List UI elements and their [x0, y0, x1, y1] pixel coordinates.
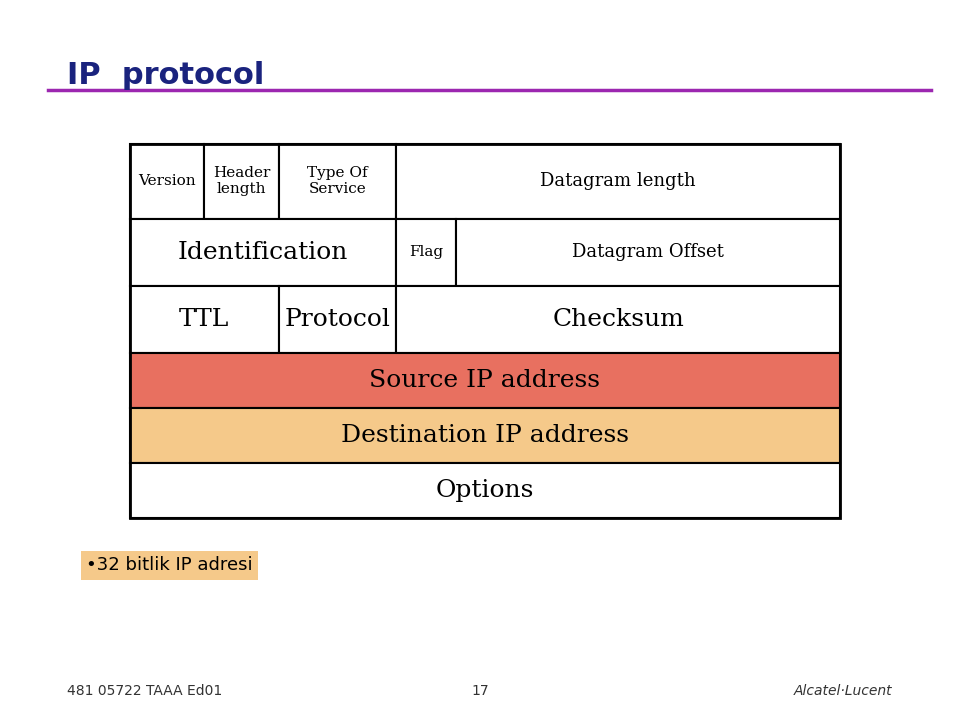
Text: 481 05722 TAAA Ed01: 481 05722 TAAA Ed01 — [67, 685, 223, 698]
FancyBboxPatch shape — [130, 286, 278, 354]
FancyBboxPatch shape — [456, 219, 840, 286]
FancyBboxPatch shape — [278, 286, 396, 354]
Text: Datagram Offset: Datagram Offset — [572, 243, 724, 261]
Text: Protocol: Protocol — [284, 308, 391, 331]
Text: Flag: Flag — [409, 246, 444, 259]
Text: Destination IP address: Destination IP address — [341, 424, 629, 447]
Text: Options: Options — [436, 480, 534, 503]
Text: Source IP address: Source IP address — [370, 369, 600, 392]
FancyBboxPatch shape — [130, 408, 840, 464]
FancyBboxPatch shape — [130, 144, 204, 219]
Text: Checksum: Checksum — [552, 308, 684, 331]
Text: TTL: TTL — [179, 308, 229, 331]
FancyBboxPatch shape — [396, 219, 456, 286]
FancyBboxPatch shape — [130, 219, 396, 286]
Text: Header
length: Header length — [213, 166, 270, 197]
Text: 17: 17 — [471, 685, 489, 698]
FancyBboxPatch shape — [130, 354, 840, 408]
Text: Type Of
Service: Type Of Service — [307, 166, 368, 197]
FancyBboxPatch shape — [396, 286, 840, 354]
Text: •32 bitlik IP adresi: •32 bitlik IP adresi — [86, 556, 253, 575]
FancyBboxPatch shape — [130, 464, 840, 518]
Text: IP  protocol: IP protocol — [67, 61, 265, 90]
FancyBboxPatch shape — [204, 144, 278, 219]
Text: Identification: Identification — [178, 240, 348, 264]
Text: Alcatel·Lucent: Alcatel·Lucent — [794, 685, 893, 698]
FancyBboxPatch shape — [278, 144, 396, 219]
Text: Datagram length: Datagram length — [540, 172, 696, 190]
Text: Version: Version — [138, 174, 196, 188]
FancyBboxPatch shape — [396, 144, 840, 219]
